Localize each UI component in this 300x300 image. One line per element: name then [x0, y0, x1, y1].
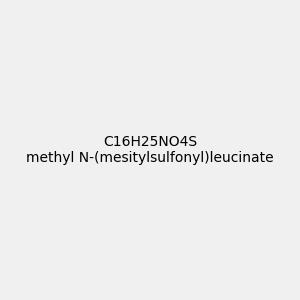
- Text: C16H25NO4S
methyl N-(mesitylsulfonyl)leucinate: C16H25NO4S methyl N-(mesitylsulfonyl)leu…: [26, 135, 274, 165]
